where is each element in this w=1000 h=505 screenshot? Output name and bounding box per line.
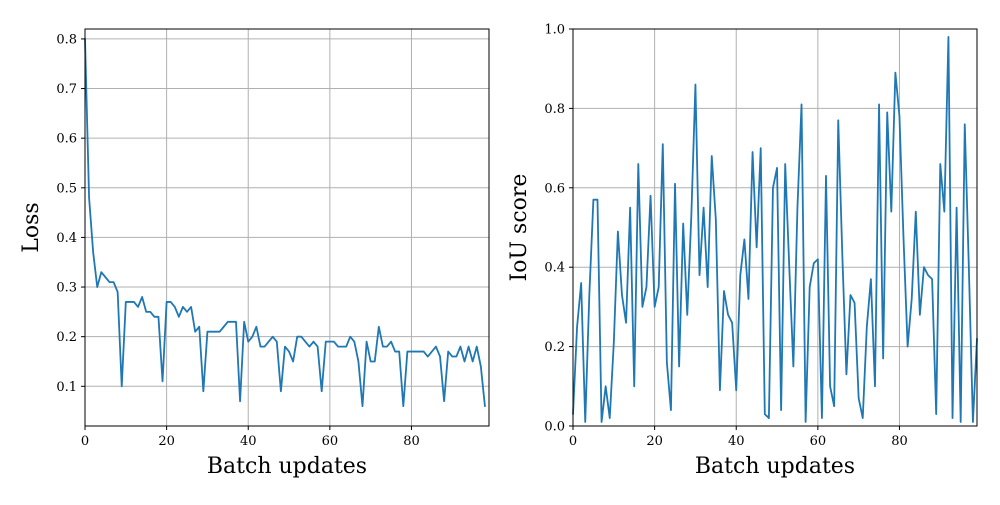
iou-y-tick-label: 0.6 (544, 181, 565, 196)
loss-x-tick-label: 0 (81, 434, 89, 449)
loss-x-tick-label: 60 (322, 434, 339, 449)
iou-x-tick-label: 20 (646, 434, 663, 449)
iou-x-tick-label: 60 (810, 434, 827, 449)
loss-y-tick-label: 0.5 (56, 181, 77, 196)
loss-y-tick-label: 0.8 (56, 32, 77, 47)
loss-y-tick-label: 0.3 (56, 281, 77, 296)
loss-y-tick-label: 0.6 (56, 132, 77, 147)
loss-y-tick-label: 0.2 (56, 330, 77, 345)
iou-x-axis-label: Batch updates (695, 454, 855, 479)
iou-chart-panel: 0 20 40 60 80 0.0 0.2 0.4 0.6 0.8 1.0 Batch updates… (507, 23, 978, 479)
loss-y-tick-label: 0.4 (56, 231, 77, 246)
iou-x-tick-label: 0 (569, 434, 577, 449)
loss-x-tick-label: 80 (403, 434, 420, 449)
loss-y-tick-label: 0.7 (56, 82, 77, 97)
iou-y-tick-label: 0.8 (544, 102, 565, 117)
iou-y-axis-label: IoU score (507, 174, 532, 282)
iou-y-tick-label: 0.4 (544, 261, 565, 276)
loss-y-axis-label: Loss (19, 202, 44, 252)
loss-series-line (84, 38, 486, 408)
loss-x-tick-label: 20 (158, 434, 175, 449)
iou-plot-frame (572, 28, 978, 427)
loss-chart-panel: 0 20 40 60 80 0.1 0.2 0.3 0.4 0.5 0.6 0.7 0.8 Batch u… (19, 28, 490, 479)
iou-x-tick-label: 80 (891, 434, 908, 449)
iou-y-tick-label: 0.2 (544, 340, 565, 355)
loss-x-tick-label: 40 (240, 434, 257, 449)
iou-series-line (572, 36, 978, 423)
iou-x-tick-label: 40 (728, 434, 745, 449)
iou-y-tick-label: 1.0 (544, 23, 565, 38)
iou-y-tick-label: 0.0 (544, 420, 565, 435)
loss-plot-frame (84, 28, 490, 427)
loss-y-tick-label: 0.1 (56, 380, 77, 395)
loss-x-axis-label: Batch updates (207, 454, 367, 479)
